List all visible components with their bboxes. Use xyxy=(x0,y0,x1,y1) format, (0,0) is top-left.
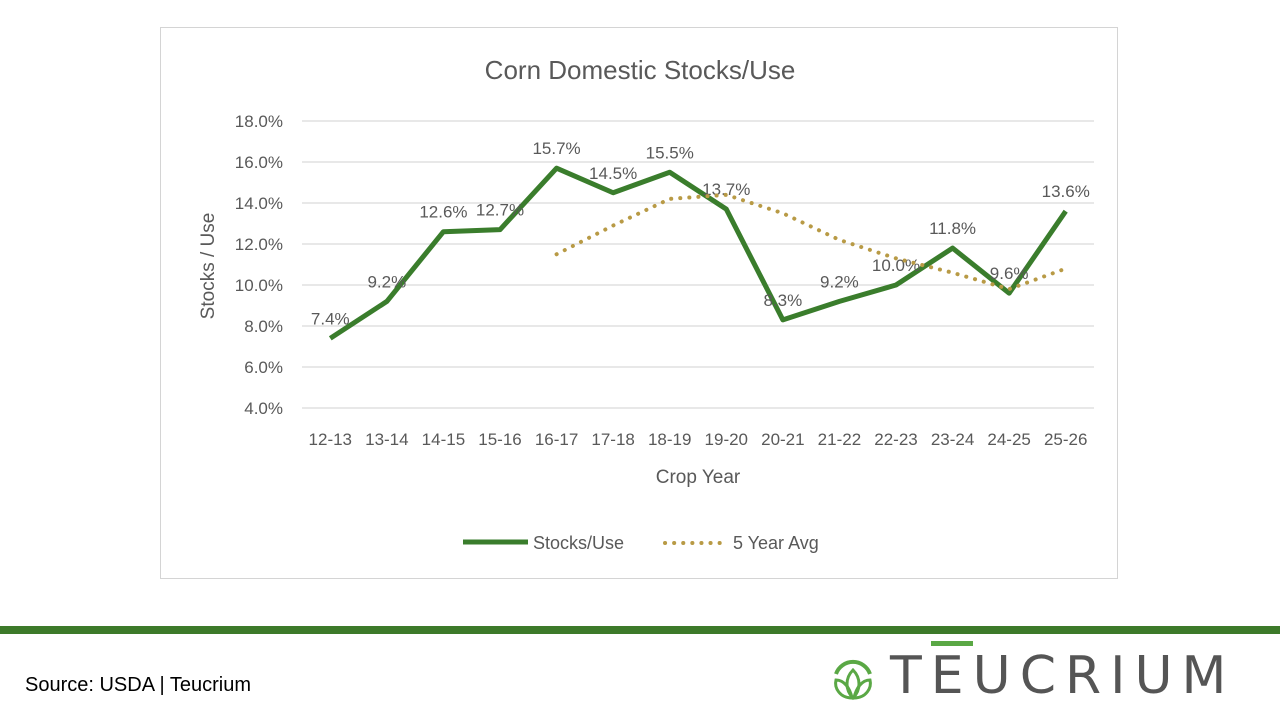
green-divider-band xyxy=(0,626,1280,634)
y-tick-label: 4.0% xyxy=(244,399,283,418)
x-tick-label: 17-18 xyxy=(591,430,634,449)
logo-letter: U xyxy=(972,646,1020,706)
data-label: 13.7% xyxy=(702,180,750,199)
logo-letter: I xyxy=(1110,646,1135,706)
x-tick-label: 12-13 xyxy=(309,430,352,449)
x-axis-label: Crop Year xyxy=(656,467,741,488)
data-label: 11.8% xyxy=(929,219,976,238)
teucrium-logo: TEUCRIUM xyxy=(828,641,1226,706)
data-label: 12.6% xyxy=(419,203,467,222)
x-tick-label: 24-25 xyxy=(987,430,1030,449)
line-chart: Corn Domestic Stocks/Use 4.0% 6.0% 8.0% 10.0… xyxy=(198,55,1094,553)
data-label: 14.5% xyxy=(589,164,637,183)
x-tick-label: 25-26 xyxy=(1044,430,1087,449)
data-label: 9.2% xyxy=(820,272,859,291)
y-tick-label: 8.0% xyxy=(244,317,283,336)
x-tick-label: 15-16 xyxy=(478,430,521,449)
series-line-stocks-use xyxy=(328,165,1068,341)
y-tick-label: 6.0% xyxy=(244,358,283,377)
logo-letter: E xyxy=(930,641,973,706)
chart-title: Corn Domestic Stocks/Use xyxy=(485,55,796,85)
data-label: 13.6% xyxy=(1042,182,1090,201)
data-label: 7.4% xyxy=(311,309,350,328)
logo-letter: M xyxy=(1181,646,1236,706)
data-label: 15.5% xyxy=(646,143,694,162)
data-label: 12.7% xyxy=(476,201,524,220)
y-tick-label: 16.0% xyxy=(235,153,283,172)
data-label: 8.3% xyxy=(763,291,802,310)
legend-label: 5 Year Avg xyxy=(733,533,819,553)
data-label: 9.2% xyxy=(367,272,406,291)
logo-letter: R xyxy=(1065,646,1111,706)
source-note: Source: USDA | Teucrium xyxy=(25,674,252,696)
data-label: 9.6% xyxy=(990,264,1029,283)
x-tick-label: 14-15 xyxy=(422,430,465,449)
x-tick-label: 16-17 xyxy=(535,430,578,449)
y-tick-label: 18.0% xyxy=(235,112,283,131)
y-axis-label: Stocks / Use xyxy=(198,213,219,320)
y-tick-label: 12.0% xyxy=(235,235,283,254)
logo-wordmark: TEUCRIUM xyxy=(890,641,1236,706)
x-tick-label: 19-20 xyxy=(705,430,748,449)
x-tick-label: 23-24 xyxy=(931,430,974,449)
x-tick-label: 20-21 xyxy=(761,430,804,449)
series-line-5-year-avg xyxy=(554,192,1068,292)
x-tick-label: 13-14 xyxy=(365,430,408,449)
y-tick-label: 14.0% xyxy=(235,194,283,213)
logo-letter: U xyxy=(1134,646,1182,706)
x-tick-label: 22-23 xyxy=(874,430,917,449)
x-tick-label: 21-22 xyxy=(818,430,861,449)
logo-letter: T xyxy=(890,646,931,706)
logo-letter: C xyxy=(1019,646,1065,706)
leaf-logo-icon xyxy=(834,659,872,701)
y-tick-label: 10.0% xyxy=(235,276,283,295)
chart-frame xyxy=(160,27,1118,579)
legend-label: Stocks/Use xyxy=(533,533,624,553)
data-label: 15.7% xyxy=(532,139,580,158)
x-tick-label: 18-19 xyxy=(648,430,691,449)
data-label: 10.0% xyxy=(872,256,920,275)
